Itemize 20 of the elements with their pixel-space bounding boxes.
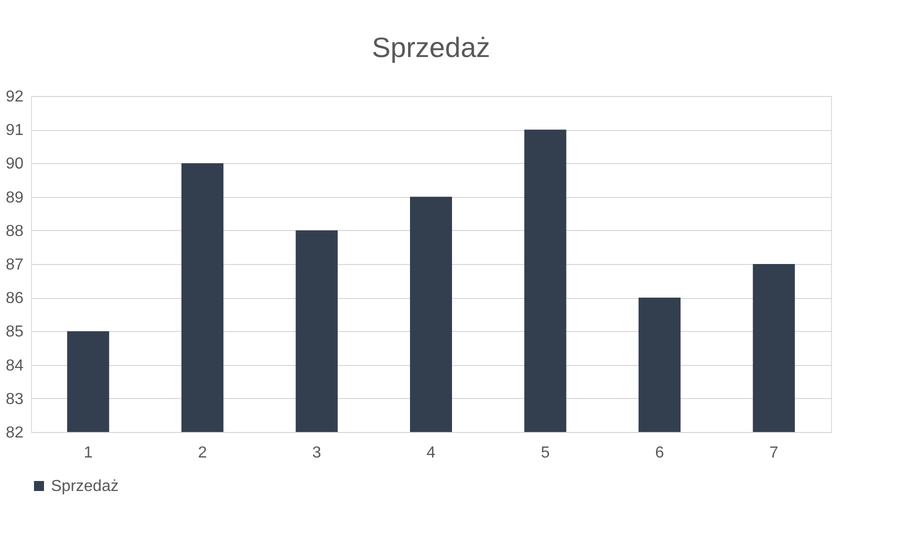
y-tick-label: 82 bbox=[6, 424, 24, 442]
y-tick-label: 87 bbox=[6, 256, 24, 274]
y-tick-label: 90 bbox=[6, 156, 24, 173]
x-tick-label: 7 bbox=[769, 444, 778, 462]
x-tick-label: 5 bbox=[540, 444, 550, 462]
chart-title: Sprzedaż bbox=[372, 32, 490, 63]
x-tick-label: 4 bbox=[426, 444, 436, 462]
x-tick-label: 1 bbox=[84, 444, 93, 462]
y-tick-label: 83 bbox=[6, 390, 24, 408]
y-tick-label: 91 bbox=[6, 122, 24, 140]
x-tick-label: 3 bbox=[312, 444, 322, 462]
y-tick-label: 92 bbox=[6, 88, 24, 106]
legend-label: Sprzedaż bbox=[51, 478, 119, 495]
x-tick-label: 2 bbox=[198, 444, 207, 462]
y-tick-label: 89 bbox=[6, 189, 24, 206]
y-tick-label: 84 bbox=[6, 357, 24, 374]
y-tick-label: 86 bbox=[6, 290, 24, 308]
x-tick-label: 6 bbox=[655, 444, 664, 462]
y-tick-label: 88 bbox=[6, 222, 24, 240]
y-tick-label: 85 bbox=[6, 324, 24, 341]
